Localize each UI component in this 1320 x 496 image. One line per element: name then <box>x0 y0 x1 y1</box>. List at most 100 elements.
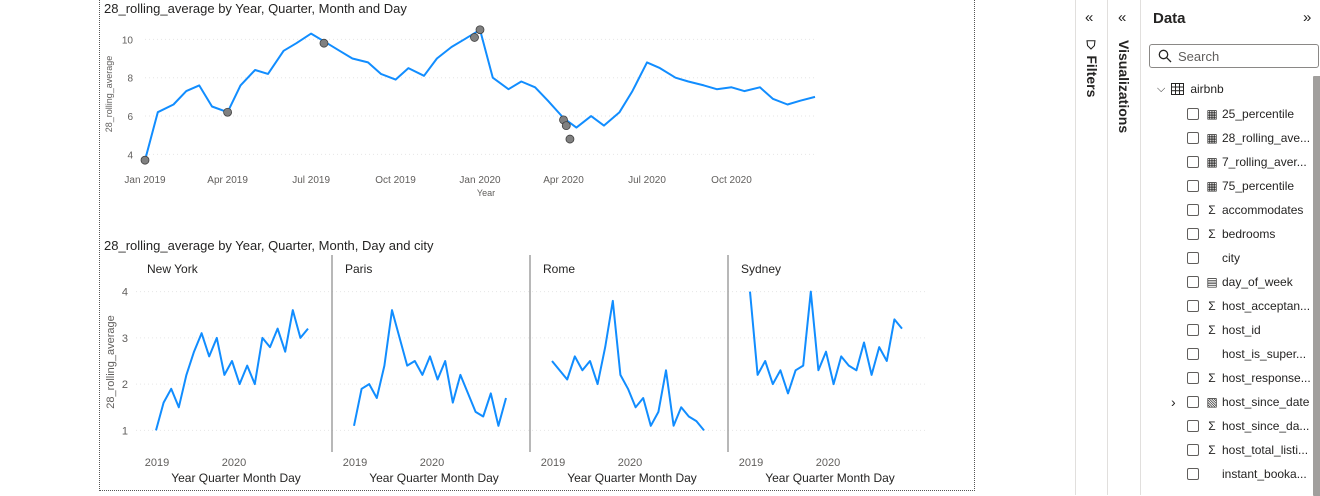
field-row[interactable]: instant_booka... <box>1187 462 1320 486</box>
anomaly-marker <box>223 107 233 117</box>
field-checkbox[interactable] <box>1187 300 1199 312</box>
panel-title: Rome <box>543 262 575 276</box>
anomaly-marker <box>565 134 575 144</box>
field-checkbox[interactable] <box>1187 324 1199 336</box>
filter-funnel-icon: ⛉ <box>1085 40 1099 56</box>
x-axis-title: Year <box>477 188 495 198</box>
line-chart-visual[interactable]: 28_rolling_average by Year, Quarter, Mon… <box>99 0 975 491</box>
anomaly-marker <box>561 121 571 131</box>
y-tick-label: 4 <box>127 150 133 161</box>
x-tick-label: 2020 <box>816 457 840 469</box>
field-checkbox[interactable] <box>1187 348 1199 360</box>
field-checkbox[interactable] <box>1187 204 1199 216</box>
filters-label-text: Filters <box>1084 55 1100 98</box>
series-line <box>551 299 705 432</box>
field-checkbox[interactable] <box>1187 156 1199 168</box>
anomaly-marker <box>319 38 329 48</box>
x-tick-label: Apr 2019 <box>207 175 248 186</box>
search-icon <box>1158 49 1172 63</box>
field-checkbox[interactable] <box>1187 420 1199 432</box>
x-tick-label: 2020 <box>222 457 246 469</box>
field-row[interactable]: ▦ 7_rolling_aver... <box>1187 150 1320 174</box>
collapse-data-icon[interactable]: » <box>1303 9 1312 26</box>
x-axis-title: Year Quarter Month Day <box>171 471 301 485</box>
calculator-icon: ▦ <box>1206 179 1218 193</box>
field-name: city <box>1222 251 1240 265</box>
x-axis-title: Year Quarter Month Day <box>567 471 697 485</box>
field-list-scrollbar[interactable] <box>1313 76 1320 496</box>
field-row[interactable]: ▦ 75_percentile <box>1187 174 1320 198</box>
field-checkbox[interactable] <box>1187 180 1199 192</box>
x-tick-label: Jan 2019 <box>124 175 166 186</box>
data-pane-title: Data <box>1153 10 1186 27</box>
y-tick-label: 6 <box>127 112 133 123</box>
field-name: host_is_super... <box>1222 347 1307 361</box>
y-tick-label: 10 <box>122 35 134 46</box>
x-axis-title: Year Quarter Month Day <box>369 471 499 485</box>
field-checkbox[interactable] <box>1187 276 1199 288</box>
visualizations-pane: « Visualizations <box>1107 0 1141 495</box>
y-axis-title: 28_rolling_average <box>104 56 114 133</box>
collapse-visualizations-icon[interactable]: « <box>1118 9 1127 26</box>
y-axis-title: 28_rolling_average <box>105 315 117 409</box>
x-tick-label: 2019 <box>343 457 367 469</box>
table-airbnb[interactable]: ⌵ airbnb <box>1157 82 1224 96</box>
series-line <box>155 309 309 431</box>
field-checkbox[interactable] <box>1187 372 1199 384</box>
field-checkbox[interactable] <box>1187 132 1199 144</box>
series-line <box>749 290 903 395</box>
x-tick-label: 2020 <box>618 457 642 469</box>
field-row[interactable]: ▤ day_of_week <box>1187 270 1320 294</box>
field-row[interactable]: ▦ 25_percentile <box>1187 102 1320 126</box>
panel-title: Sydney <box>741 262 781 276</box>
field-row[interactable]: ▦ 28_rolling_ave... <box>1187 126 1320 150</box>
line-chart[interactable]: 4 6 8 10 Jan 2019 Apr 2019 Jul 2019 Oct 2019 Jan… <box>100 19 974 239</box>
sigma-icon: Σ <box>1208 371 1216 385</box>
field-name: accommodates <box>1222 203 1304 217</box>
field-checkbox[interactable] <box>1187 396 1199 408</box>
field-checkbox[interactable] <box>1187 444 1199 456</box>
y-tick-label: 3 <box>122 333 128 345</box>
field-row[interactable]: › ▧ host_since_date <box>1171 390 1320 414</box>
field-checkbox[interactable] <box>1187 228 1199 240</box>
data-search-input[interactable] <box>1176 47 1310 65</box>
collapse-filters-icon[interactable]: « <box>1085 9 1094 26</box>
field-name: 25_percentile <box>1222 107 1295 121</box>
field-row[interactable]: city <box>1187 246 1320 270</box>
chevron-right-icon[interactable]: › <box>1171 394 1176 410</box>
chevron-down-icon[interactable]: ⌵ <box>1157 82 1166 95</box>
data-pane: Data » ⌵ airbnb ▦ 25_percentile ▦ 28_rollin… <box>1140 0 1320 496</box>
y-tick-label: 2 <box>122 379 128 391</box>
sigma-icon: Σ <box>1208 419 1216 433</box>
field-name: host_acceptan... <box>1222 299 1311 313</box>
x-tick-label: 2019 <box>739 457 763 469</box>
field-row[interactable]: host_is_super... <box>1187 342 1320 366</box>
data-search-box[interactable] <box>1149 44 1319 68</box>
y-tick-label: 8 <box>127 74 133 85</box>
calculator-icon: ▦ <box>1206 155 1218 169</box>
filters-pane: « ⛉ Filters <box>1075 0 1108 495</box>
small-multiples-chart[interactable]: 1 2 3 4 28_rolling_average New York 2019 2020 Ye… <box>100 255 974 490</box>
x-tick-label: 2019 <box>541 457 565 469</box>
field-checkbox[interactable] <box>1187 252 1199 264</box>
anomaly-marker <box>140 155 150 165</box>
visualizations-label[interactable]: Visualizations <box>1116 40 1132 134</box>
field-checkbox[interactable] <box>1187 108 1199 120</box>
chart-title: 28_rolling_average by Year, Quarter, Mon… <box>104 1 407 16</box>
filters-label[interactable]: ⛉ Filters <box>1084 40 1100 97</box>
series-line <box>144 28 816 161</box>
field-checkbox[interactable] <box>1187 468 1199 480</box>
sigma-icon: Σ <box>1208 323 1216 337</box>
table-icon <box>1171 83 1185 95</box>
field-name: 75_percentile <box>1222 179 1295 193</box>
sigma-icon: Σ <box>1208 203 1216 217</box>
sigma-icon: Σ <box>1208 227 1216 241</box>
field-name: bedrooms <box>1222 227 1276 241</box>
